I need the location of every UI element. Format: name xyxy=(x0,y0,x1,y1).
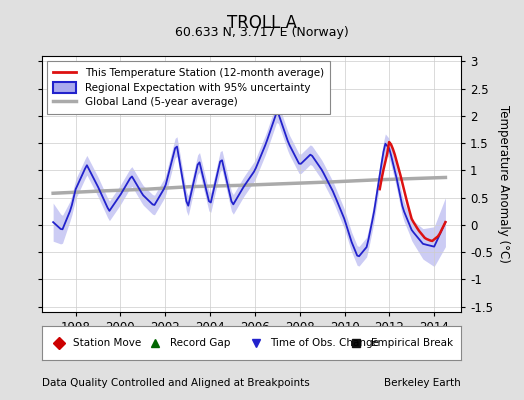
Y-axis label: Temperature Anomaly (°C): Temperature Anomaly (°C) xyxy=(497,105,510,263)
Text: Station Move: Station Move xyxy=(73,338,141,348)
Text: Time of Obs. Change: Time of Obs. Change xyxy=(270,338,379,348)
Text: TROLL A: TROLL A xyxy=(227,14,297,32)
Text: Berkeley Earth: Berkeley Earth xyxy=(385,378,461,388)
Text: Record Gap: Record Gap xyxy=(170,338,230,348)
Text: 60.633 N, 3.717 E (Norway): 60.633 N, 3.717 E (Norway) xyxy=(175,26,349,39)
Text: Data Quality Controlled and Aligned at Breakpoints: Data Quality Controlled and Aligned at B… xyxy=(42,378,310,388)
Legend: This Temperature Station (12-month average), Regional Expectation with 95% uncer: This Temperature Station (12-month avera… xyxy=(47,61,330,114)
Text: Empirical Break: Empirical Break xyxy=(371,338,453,348)
